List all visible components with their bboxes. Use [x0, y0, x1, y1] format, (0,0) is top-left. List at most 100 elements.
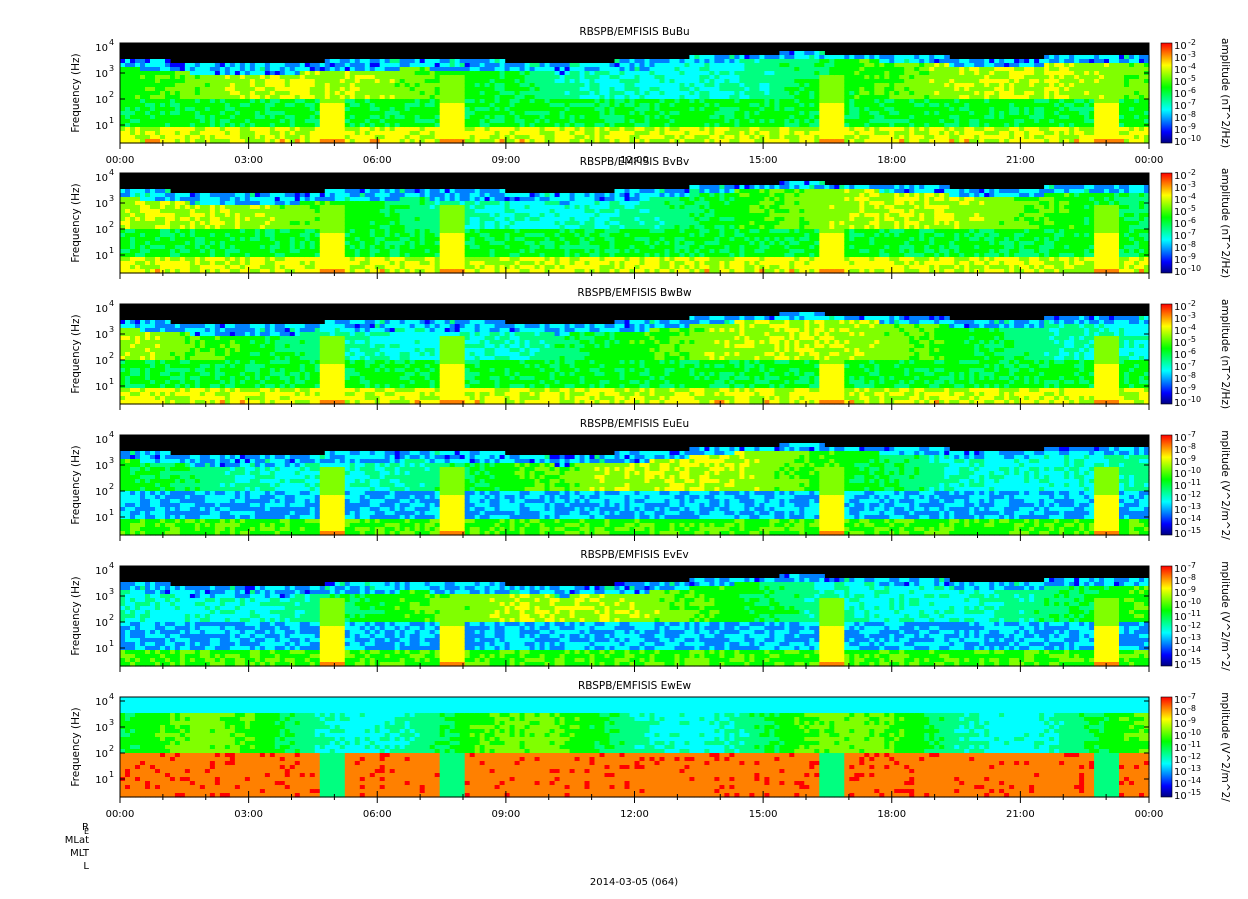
colorbar-tick-exponent: -13: [1188, 502, 1201, 511]
colorbar-tick-label: 10: [1174, 350, 1187, 361]
colorbar-tick-label: 10: [1174, 231, 1187, 242]
colorbar-tick-exponent: -4: [1188, 323, 1196, 332]
colorbar-tick-label: 10: [1174, 481, 1187, 492]
x-tick-label: 09:00: [491, 155, 520, 166]
y-tick-label: 10: [95, 199, 108, 210]
colorbar-tick-exponent: -2: [1188, 38, 1196, 47]
colorbar-tick-exponent: -4: [1188, 62, 1196, 71]
colorbar: [1161, 173, 1172, 273]
x-tick-label: 09:00: [491, 809, 520, 820]
colorbar-tick-label: 10: [1174, 600, 1187, 611]
x-tick-label: 15:00: [749, 809, 778, 820]
colorbar-tick-label: 10: [1174, 457, 1187, 468]
colorbar-label: mplitude (V^2/m^2/: [1219, 561, 1231, 671]
colorbar-tick-exponent: -2: [1188, 168, 1196, 177]
colorbar-tick-exponent: -7: [1188, 430, 1196, 439]
x-tick-label: 00:00: [106, 155, 135, 166]
y-tick-exponent: 4: [109, 692, 114, 701]
y-tick-label: 10: [95, 566, 108, 577]
y-tick-exponent: 4: [109, 430, 114, 439]
colorbar-tick-exponent: -6: [1188, 216, 1196, 225]
colorbar-tick-exponent: -12: [1188, 621, 1201, 630]
colorbar-tick-label: 10: [1174, 648, 1187, 659]
y-axis-label: Frequency (Hz): [70, 53, 82, 132]
colorbar-tick-label: 10: [1174, 374, 1187, 385]
colorbar-tick-exponent: -15: [1188, 788, 1201, 797]
heatmap-cells: [120, 443, 1150, 536]
colorbar-tick-exponent: -3: [1188, 180, 1196, 189]
y-tick-exponent: 2: [109, 220, 114, 229]
colorbar-tick-exponent: -8: [1188, 704, 1196, 713]
colorbar: [1161, 435, 1172, 535]
colorbar-tick-exponent: -14: [1188, 514, 1201, 523]
colorbar-tick-label: 10: [1174, 302, 1187, 313]
colorbar-tick-label: 10: [1174, 624, 1187, 635]
x-tick-label: 21:00: [1006, 155, 1035, 166]
colorbar-tick-label: 10: [1174, 89, 1187, 100]
x-tick-label: 03:00: [234, 809, 263, 820]
y-tick-exponent: 1: [109, 770, 114, 779]
colorbar-tick-exponent: -15: [1188, 657, 1201, 666]
colorbar-tick-exponent: -14: [1188, 776, 1201, 785]
y-tick-exponent: 2: [109, 744, 114, 753]
colorbar-tick-exponent: -3: [1188, 50, 1196, 59]
colorbar-tick-exponent: -6: [1188, 86, 1196, 95]
panel-title: RBSPB/EMFISIS EwEw: [578, 680, 692, 692]
colorbar-tick-label: 10: [1174, 398, 1187, 409]
colorbar-label: amplitude (nT^2/Hz): [1219, 168, 1231, 278]
y-tick-exponent: 4: [109, 299, 114, 308]
colorbar-tick-exponent: -7: [1188, 561, 1196, 570]
y-tick-exponent: 3: [109, 718, 114, 727]
colorbar-label: amplitude (nT^2/Hz): [1219, 38, 1231, 148]
colorbar-tick-label: 10: [1174, 125, 1187, 136]
x-tick-label: 03:00: [234, 155, 263, 166]
colorbar-tick-label: 10: [1174, 445, 1187, 456]
y-tick-label: 10: [95, 356, 108, 367]
colorbar-tick-label: 10: [1174, 267, 1187, 278]
colorbar-tick-exponent: -11: [1188, 740, 1201, 749]
colorbar-tick-label: 10: [1174, 493, 1187, 504]
y-tick-exponent: 2: [109, 482, 114, 491]
colorbar-tick-label: 10: [1174, 326, 1187, 337]
colorbar-tick-label: 10: [1174, 707, 1187, 718]
y-tick-exponent: 4: [109, 168, 114, 177]
footer-date: 2014-03-05 (064): [590, 877, 678, 888]
colorbar-tick-exponent: -8: [1188, 573, 1196, 582]
colorbar-tick-exponent: -10: [1188, 264, 1201, 273]
colorbar-label: mplitude (V^2/m^2/: [1219, 692, 1231, 802]
colorbar-tick-exponent: -9: [1188, 454, 1196, 463]
ephemeris-label: MLat: [65, 835, 89, 846]
colorbar-tick-exponent: -9: [1188, 585, 1196, 594]
ephemeris-label: MLT: [70, 848, 90, 859]
colorbar-tick-exponent: -9: [1188, 716, 1196, 725]
colorbar-tick-label: 10: [1174, 636, 1187, 647]
y-tick-exponent: 2: [109, 90, 114, 99]
colorbar-tick-label: 10: [1174, 255, 1187, 266]
colorbar-tick-exponent: -3: [1188, 311, 1196, 320]
colorbar-tick-label: 10: [1174, 386, 1187, 397]
colorbar-tick-label: 10: [1174, 77, 1187, 88]
colorbar: [1161, 304, 1172, 404]
colorbar-tick-exponent: -12: [1188, 490, 1201, 499]
colorbar-tick-exponent: -8: [1188, 442, 1196, 451]
colorbar-tick-label: 10: [1174, 779, 1187, 790]
colorbar-tick-label: 10: [1174, 433, 1187, 444]
colorbar-tick-label: 10: [1174, 101, 1187, 112]
y-tick-label: 10: [95, 121, 108, 132]
y-axis-label: Frequency (Hz): [70, 707, 82, 786]
panel-title: RBSPB/EMFISIS EvEv: [580, 549, 688, 561]
colorbar-label: mplitude (V^2/m^2/: [1219, 430, 1231, 540]
colorbar-tick-exponent: -10: [1188, 395, 1201, 404]
x-tick-label: 06:00: [363, 155, 392, 166]
y-tick-label: 10: [95, 513, 108, 524]
ephemeris-label: L: [83, 861, 89, 872]
panel-title: RBSPB/EMFISIS BvBv: [580, 156, 689, 168]
colorbar-tick-exponent: -5: [1188, 204, 1196, 213]
y-tick-exponent: 1: [109, 639, 114, 648]
colorbar-tick-exponent: -5: [1188, 74, 1196, 83]
